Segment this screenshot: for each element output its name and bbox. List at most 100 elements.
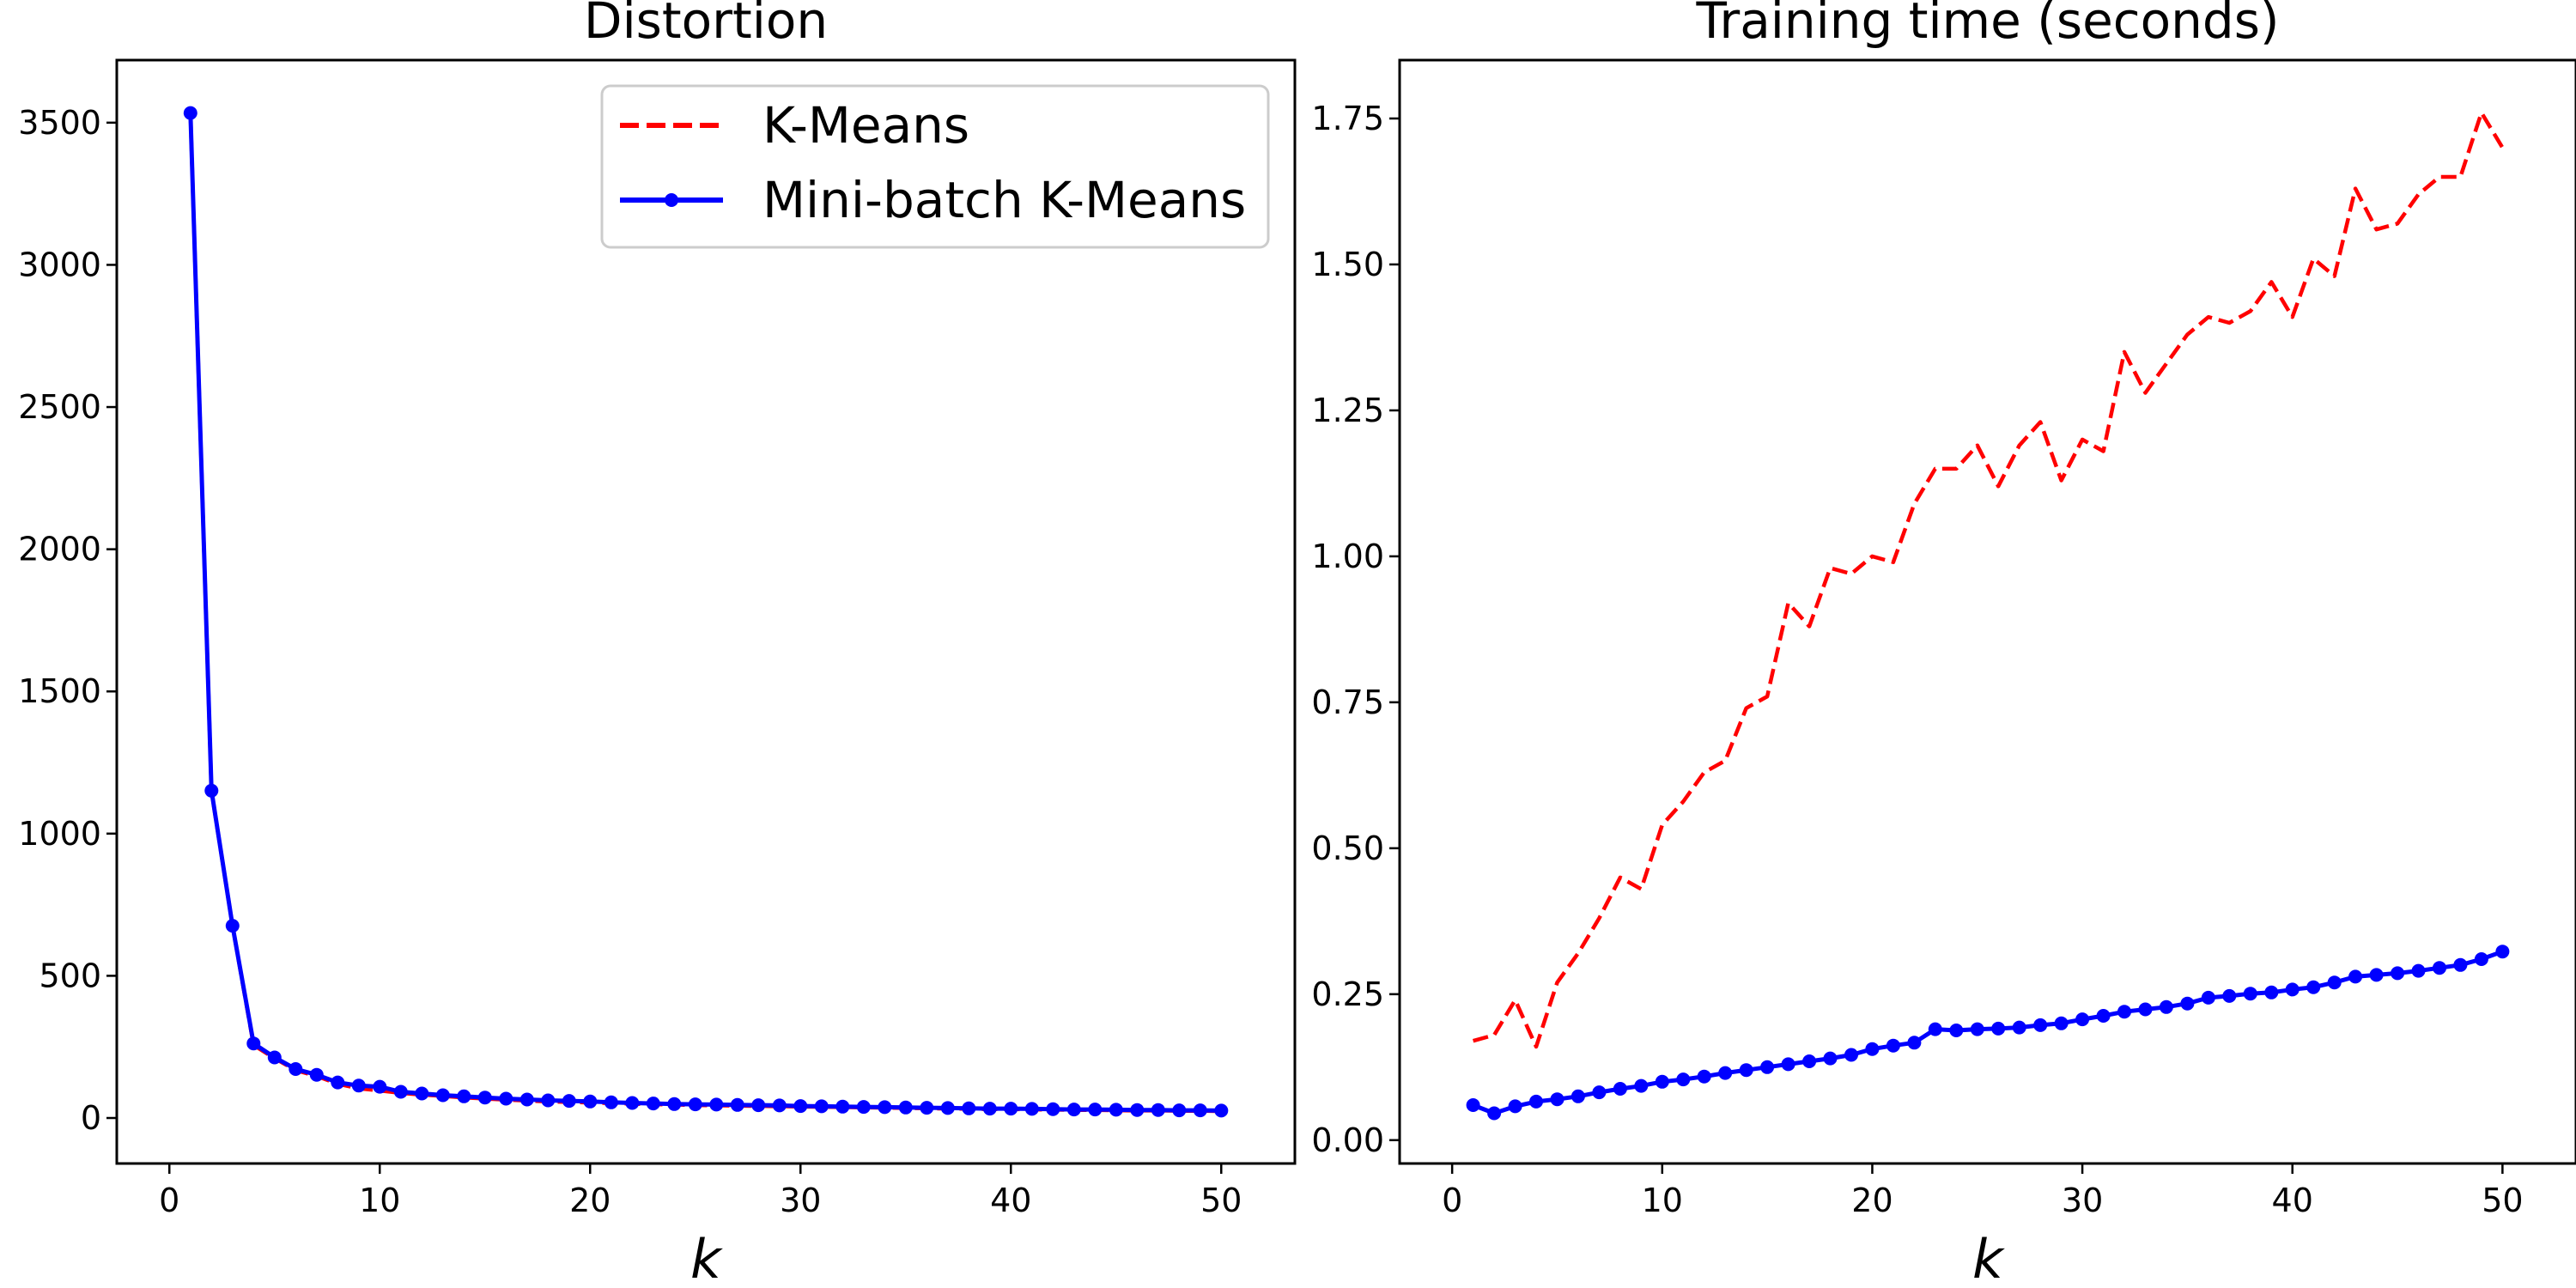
training-time-mini-batch-k-means-point	[1529, 1094, 1543, 1109]
training-time-y-tick-label: 0.25	[1311, 975, 1384, 1013]
training-time-x-tick-label: 20	[1851, 1182, 1893, 1219]
distortion-x-tick-label: 20	[569, 1182, 611, 1219]
training-time-mini-batch-k-means-point	[2433, 961, 2446, 975]
training-time-mini-batch-k-means-point	[1907, 1036, 1922, 1050]
distortion-y-tick-label: 2000	[18, 531, 101, 568]
training-time-mini-batch-k-means-point	[1781, 1057, 1795, 1072]
training-time-mini-batch-k-means-point	[1844, 1048, 1858, 1062]
distortion-mini-batch-k-means-point	[1214, 1103, 1229, 1118]
distortion-mini-batch-k-means-point	[1193, 1103, 1207, 1118]
distortion-mini-batch-k-means-point	[415, 1086, 429, 1101]
distortion-mini-batch-k-means-point	[856, 1100, 871, 1115]
training-time-mini-batch-k-means-point	[2096, 1009, 2111, 1023]
distortion-mini-batch-k-means-point	[246, 1036, 261, 1051]
training-time-mini-batch-k-means-point	[2201, 990, 2215, 1005]
training-time-mini-batch-k-means-point	[2264, 985, 2279, 999]
distortion-mini-batch-k-means-point	[772, 1098, 787, 1113]
distortion-mini-batch-k-means-point	[625, 1096, 640, 1110]
distortion-mini-batch-k-means-point	[204, 783, 219, 798]
distortion-x-tick-label: 50	[1200, 1182, 1242, 1219]
distortion-mini-batch-k-means-point	[499, 1091, 513, 1106]
legend-minibatch-label: Mini-batch K-Means	[762, 171, 1246, 229]
distortion-mini-batch-k-means-point	[477, 1091, 492, 1105]
training-time-mini-batch-k-means-point	[1991, 1021, 2006, 1036]
training-time-mini-batch-k-means-point	[2075, 1012, 2090, 1027]
distortion-mini-batch-k-means-point	[393, 1084, 408, 1099]
training-time-mini-batch-k-means-point	[2012, 1020, 2026, 1035]
training-time-mini-batch-k-means-point	[1802, 1054, 1817, 1068]
training-time-mini-batch-k-means-point	[1655, 1074, 1669, 1089]
distortion-mini-batch-k-means-point	[709, 1097, 724, 1112]
training-time-x-tick-label: 50	[2482, 1182, 2523, 1219]
training-time-mini-batch-k-means-point	[2243, 987, 2257, 1001]
training-time-mini-batch-k-means-point	[2138, 1002, 2153, 1017]
legend-kmeans-label: K-Means	[762, 96, 969, 155]
distortion-mini-batch-k-means-point	[940, 1101, 955, 1115]
training-time-mini-batch-k-means-point	[1718, 1066, 1733, 1080]
distortion-mini-batch-k-means-point	[793, 1099, 808, 1114]
distortion-mini-batch-k-means-point	[751, 1098, 766, 1113]
training-time-mini-batch-k-means-point	[2054, 1016, 2069, 1030]
training-time-mini-batch-k-means-point	[2285, 982, 2300, 997]
training-time-mini-batch-k-means-point	[2391, 966, 2405, 981]
distortion-mini-batch-k-means-point	[457, 1089, 471, 1103]
distortion-mini-batch-k-means-point	[646, 1097, 660, 1111]
training-time-mini-batch-k-means-point	[1865, 1042, 1880, 1056]
training-time-x-tick-label: 40	[2272, 1182, 2313, 1219]
distortion-mini-batch-k-means-point	[1066, 1103, 1081, 1117]
training-time-mini-batch-k-means-point	[2306, 980, 2321, 994]
training-time-mini-batch-k-means-point	[1928, 1022, 1942, 1036]
training-time-mini-batch-k-means-point	[1760, 1060, 1775, 1074]
training-time-mini-batch-k-means-point	[1634, 1078, 1649, 1093]
distortion-mini-batch-k-means-point	[1004, 1102, 1018, 1116]
training-time-mini-batch-k-means-point	[1739, 1063, 1753, 1078]
training-time-mini-batch-k-means-point	[2180, 996, 2195, 1011]
distortion-mini-batch-k-means-point	[331, 1075, 345, 1090]
distortion-mini-batch-k-means-point	[1088, 1103, 1103, 1117]
distortion-x-tick-label: 0	[159, 1182, 179, 1219]
training-time-y-tick-label: 0.75	[1311, 683, 1384, 721]
training-time-mini-batch-k-means-point	[1697, 1069, 1711, 1084]
distortion-mini-batch-k-means-point	[962, 1101, 976, 1115]
training-time-mini-batch-k-means-point	[2369, 968, 2384, 982]
training-time-mini-batch-k-means-point	[1676, 1072, 1691, 1087]
legend-frame	[600, 84, 1270, 249]
training-time-mini-batch-k-means-point	[1487, 1106, 1502, 1121]
training-time-mini-batch-k-means-point	[1823, 1051, 1838, 1066]
distortion-x-tick-label: 10	[359, 1182, 400, 1219]
training-time-mini-batch-k-means-point	[2411, 963, 2426, 978]
distortion-mini-batch-k-means-point	[898, 1100, 913, 1115]
training-time-mini-batch-k-means-point	[2474, 952, 2488, 966]
distortion-mini-batch-k-means-point	[183, 106, 197, 120]
training-time-y-tick-label: 1.50	[1311, 246, 1384, 283]
training-time-mini-batch-k-means-point	[2159, 999, 2173, 1014]
training-time-title: Training time (seconds)	[1695, 0, 2279, 50]
distortion-mini-batch-k-means-point	[351, 1078, 366, 1093]
distortion-title: Distortion	[584, 0, 828, 50]
distortion-mini-batch-k-means-point	[1172, 1103, 1187, 1118]
legend-minibatch-swatch-marker	[665, 193, 678, 207]
training-time-mini-batch-k-means-point	[1949, 1024, 1964, 1037]
training-time-y-tick-label: 0.00	[1311, 1121, 1384, 1159]
distortion-mini-batch-k-means-point	[1151, 1103, 1165, 1117]
training-time-mini-batch-k-means-point	[1970, 1022, 1984, 1036]
distortion-mini-batch-k-means-point	[435, 1088, 450, 1103]
training-time-x-tick-label: 30	[2062, 1182, 2103, 1219]
training-time-mini-batch-k-means-point	[1613, 1082, 1627, 1096]
distortion-y-tick-label: 500	[39, 957, 101, 994]
distortion-mini-batch-k-means-point	[309, 1067, 324, 1082]
training-time-k-means-line	[1472, 110, 2505, 1049]
distortion-mini-batch-k-means-point	[1046, 1102, 1060, 1116]
training-time-mini-batch-k-means-point	[2348, 969, 2363, 984]
training-time-mini-batch-k-means-point	[2033, 1018, 2048, 1032]
training-time-mini-batch-k-means-point	[2117, 1005, 2131, 1019]
training-time-y-tick-label: 1.25	[1311, 392, 1384, 429]
training-time-y-tick-label: 1.75	[1311, 100, 1384, 137]
distortion-mini-batch-k-means-point	[1130, 1103, 1145, 1117]
distortion-mini-batch-k-means-point	[814, 1099, 829, 1114]
distortion-mini-batch-k-means-point	[878, 1100, 892, 1115]
training-time-y-tick-label: 0.50	[1311, 829, 1384, 867]
distortion-x-axis-label: k	[690, 1228, 723, 1288]
